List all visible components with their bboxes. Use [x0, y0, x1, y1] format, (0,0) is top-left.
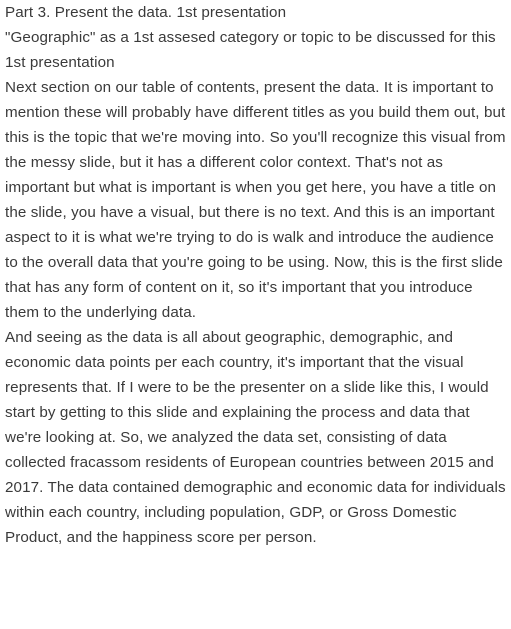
document-body: Part 3. Present the data. 1st presentati…: [5, 0, 508, 550]
section-heading: Part 3. Present the data. 1st presentati…: [5, 4, 287, 21]
paragraph-1: Next section on our table of contents, p…: [5, 79, 506, 321]
section-subtitle: "Geographic" as a 1st assesed category o…: [5, 29, 496, 71]
paragraph-2: And seeing as the data is all about geog…: [5, 329, 506, 546]
bottom-fade: [0, 603, 511, 629]
